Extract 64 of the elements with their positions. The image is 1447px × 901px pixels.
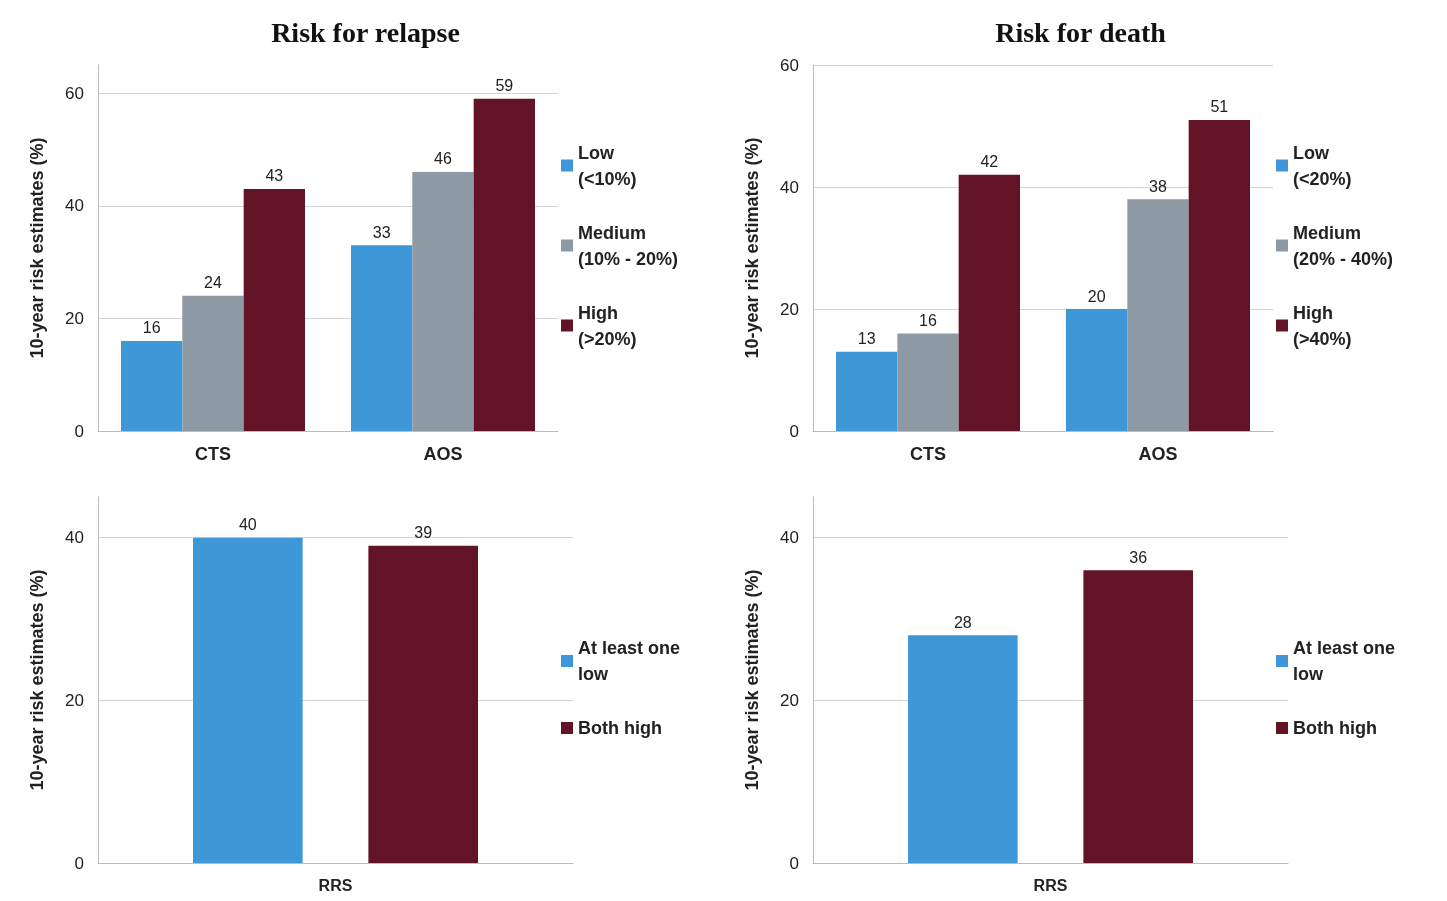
bar [473,98,535,431]
legend-label: Medium (10% - 20%) [578,222,679,269]
y-axis-title: 10-year risk estimates (%) [742,137,762,359]
data-label: 46 [434,150,452,168]
y-tick-label: 40 [65,528,84,548]
bar [121,340,183,431]
legend-label: High (>20%) [578,302,637,349]
data-label: 43 [265,167,284,185]
x-tick-label: RRS [1033,876,1068,894]
y-tick-label: 20 [780,690,799,710]
y-tick-label: 60 [780,55,799,75]
data-label: 40 [238,516,257,534]
data-label: 39 [414,524,433,542]
chart-title: Risk for death [995,16,1167,48]
bar [958,174,1020,431]
bar [1127,199,1189,431]
y-tick-label: 20 [65,690,84,710]
y-tick-label: 60 [65,83,84,103]
data-label: 33 [372,223,391,241]
y-axis-title: 10-year risk estimates (%) [742,569,762,791]
x-tick-label: CTS [195,444,231,464]
data-label: 51 [1210,98,1229,116]
x-tick-label: RRS [318,876,353,894]
legend-label: High (>40%) [1293,302,1352,349]
y-axis-title: 10-year risk estimates (%) [27,137,47,359]
x-tick-label: AOS [1138,444,1178,464]
data-label: 36 [1129,548,1148,566]
legend-label: Low (<20%) [1293,142,1352,189]
chart-title: Risk for relapse [271,16,460,48]
y-tick-label: 0 [789,853,799,873]
bar [182,295,244,431]
legend-label: Medium (20% - 40%) [1293,222,1394,269]
y-tick-label: 40 [780,177,799,197]
bar [1066,309,1128,431]
y-tick-label: 20 [65,308,84,328]
data-label: 16 [142,319,161,337]
bar [243,188,305,431]
legend-label: Low (<10%) [578,142,637,189]
y-tick-label: 0 [74,421,84,441]
bar [897,333,959,431]
legend-label: Both high [1293,718,1377,738]
data-label: 38 [1149,177,1167,195]
y-tick-label: 0 [789,421,799,441]
data-label: 28 [953,613,972,631]
y-tick-label: 40 [780,528,799,548]
bar [836,351,898,431]
bar [351,245,413,431]
data-label: 42 [980,153,999,171]
data-label: 59 [495,77,514,95]
bar [1188,119,1250,431]
x-tick-label: AOS [423,444,463,464]
legend-label: At least one low [578,638,686,684]
y-tick-label: 0 [74,853,84,873]
y-tick-label: 20 [780,299,799,319]
y-axis-title: 10-year risk estimates (%) [27,569,47,791]
data-label: 24 [204,274,222,292]
data-label: 20 [1087,287,1106,305]
data-label: 13 [857,330,876,348]
x-tick-label: CTS [910,444,946,464]
data-label: 16 [919,311,937,329]
legend-label: Both high [578,718,662,738]
legend-label: At least one low [1293,638,1401,684]
y-tick-label: 40 [65,196,84,216]
bar [412,171,474,431]
